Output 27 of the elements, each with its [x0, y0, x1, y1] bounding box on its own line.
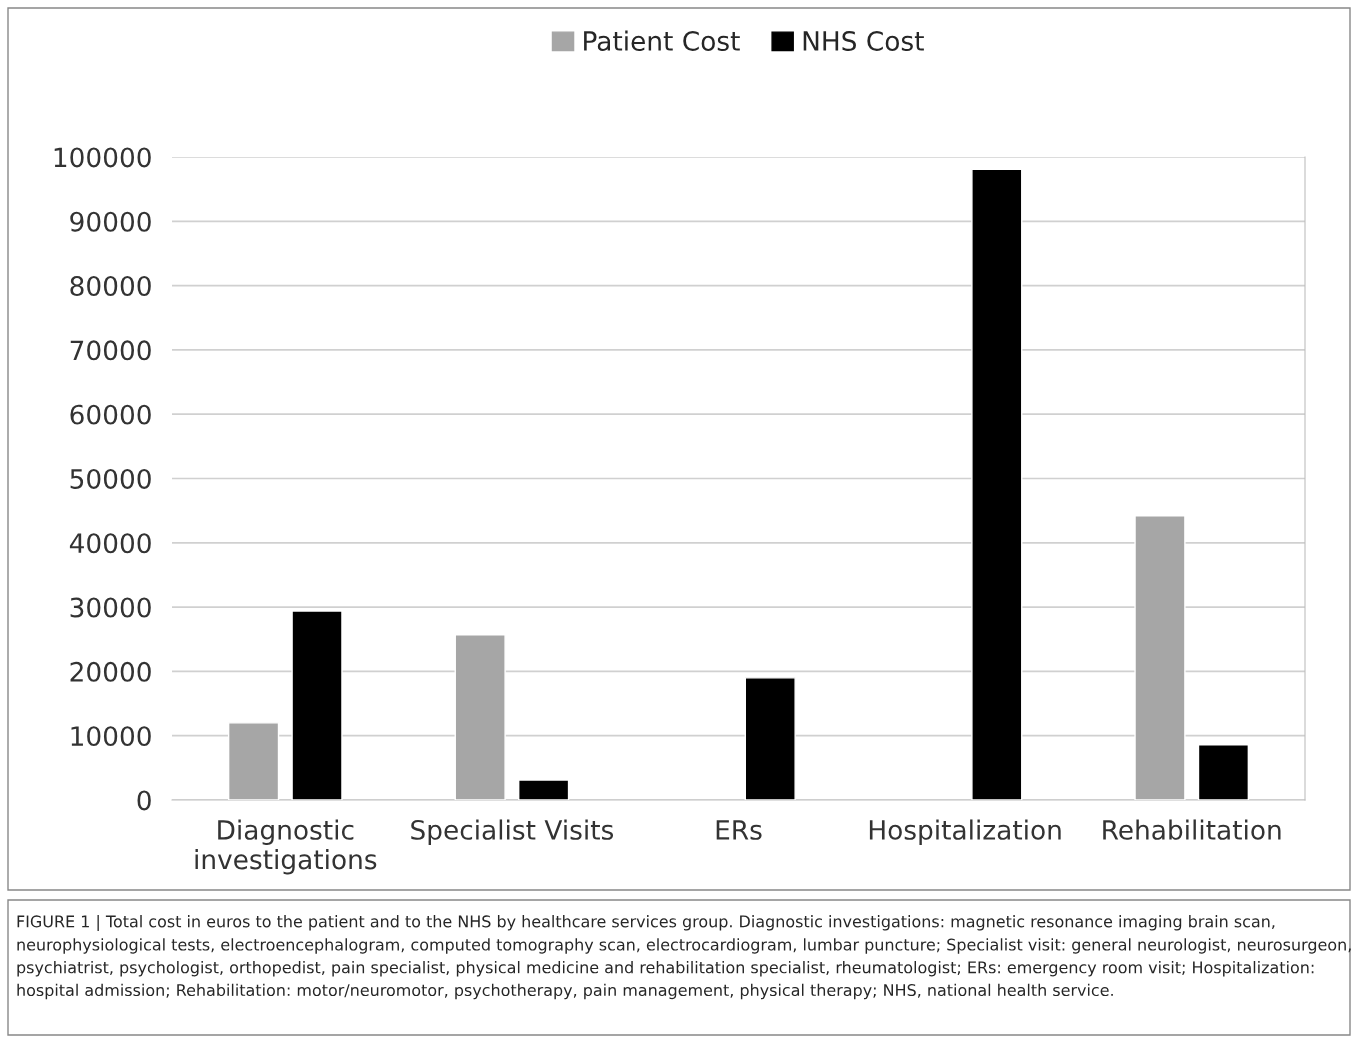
y-tick-label: 60000 — [70, 404, 151, 425]
bar — [1197, 744, 1250, 800]
y-tick-label: 90000 — [70, 211, 151, 232]
y-tick-label: 10000 — [71, 726, 151, 747]
x-tick-label: Rehabilitation — [1103, 819, 1281, 840]
y-tick-label: 70000 — [70, 340, 151, 361]
y-tick-label: 30000 — [70, 597, 151, 618]
y-tick-label: 80000 — [70, 276, 151, 296]
legend-label: NHS Cost — [803, 31, 924, 51]
x-tick-label: Specialist Visits — [411, 819, 614, 845]
bar — [744, 677, 796, 800]
legend-label: Patient Cost — [584, 30, 740, 51]
y-tick-label: 0 — [137, 790, 151, 811]
bar — [1134, 515, 1186, 800]
y-tick-label: 50000 — [70, 468, 151, 489]
y-tick-label: 40000 — [69, 533, 151, 554]
bar — [971, 168, 1023, 800]
y-tick-label: 100000 — [54, 147, 151, 168]
x-tick-label: Diagnostic investigations — [195, 819, 377, 875]
bar — [291, 610, 343, 800]
bar — [227, 722, 280, 800]
y-tick-label: 20000 — [70, 661, 151, 682]
bar — [454, 634, 506, 800]
bar — [518, 779, 570, 800]
caption: FIGURE 1 | Total cost in euros to the patient and to the NHS by healthcare services group. Diagnostic investigations: magnetic resonance imaging brain scan, neurophysiological tests, electroencephalogram, computed tomography scan, electrocardiogram, lumbar puncture; Specialist visit: general neurologist, neurosurgeon, psychiatrist, psychologist, orthopedist, pain specialist, physical medicine and rehabilitation specialist, rheumatologist; ERs: emergency room visit; Hospitalization: hospital admission; Rehabilitation: motor/neuromotor, psychotherapy, pain management, physical therapy; NHS, national health service. — [17, 915, 1351, 1000]
x-tick-label: Hospitalization — [869, 819, 1061, 845]
x-tick-label: ERs — [716, 820, 762, 840]
